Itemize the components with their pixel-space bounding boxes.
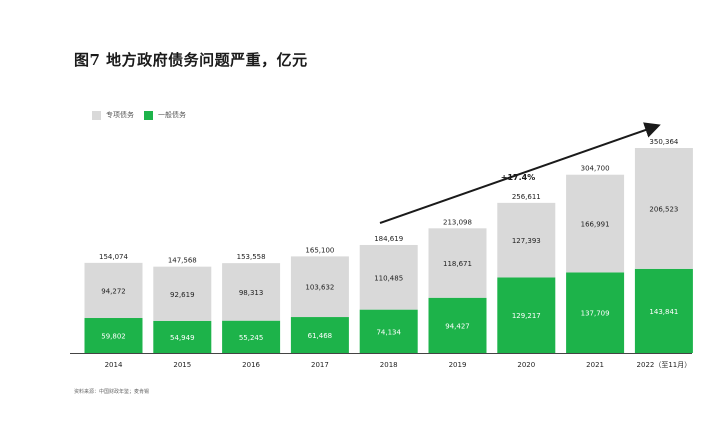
legend: 专项债务 一般债务	[92, 110, 196, 120]
label-total-4: 184,619	[374, 235, 403, 243]
label-total-6: 256,611	[512, 193, 541, 201]
label-special-2: 98,313	[239, 289, 264, 297]
label-general-5: 94,427	[445, 322, 470, 330]
label-total-8: 350,364	[649, 138, 678, 146]
bar-general-6	[497, 277, 556, 353]
bar-special-2	[222, 263, 281, 321]
bar-special-1	[153, 266, 212, 321]
label-total-0: 154,074	[99, 253, 128, 261]
label-general-2: 55,245	[239, 334, 264, 342]
legend-swatch-general	[144, 110, 153, 120]
label-special-4: 110,485	[374, 274, 403, 282]
label-general-1: 54,949	[170, 334, 195, 342]
bar-general-5	[428, 297, 487, 353]
label-special-6: 127,393	[512, 237, 541, 245]
x-tick-label-1: 2015	[173, 361, 191, 369]
bar-general-2	[222, 320, 281, 353]
label-total-1: 147,568	[168, 257, 197, 265]
label-general-0: 59,802	[101, 333, 126, 341]
label-general-8: 143,841	[649, 308, 678, 316]
source-note: 资料来源：中国财政年鉴；麦肯锡	[74, 389, 150, 395]
x-tick-label-8: 2022（至11月）	[637, 361, 692, 369]
legend-item-special: 专项债务	[92, 110, 134, 120]
x-tick-label-6: 2020	[517, 361, 535, 369]
trend-arrow	[379, 122, 661, 224]
bar-special-4	[359, 244, 418, 310]
label-total-5: 213,098	[443, 218, 472, 226]
bar-general-3	[290, 317, 349, 353]
label-special-0: 94,272	[101, 287, 126, 295]
bar-special-7	[566, 174, 625, 273]
label-special-5: 118,671	[443, 260, 472, 268]
label-general-3: 61,468	[308, 332, 333, 340]
bar-special-5	[428, 228, 487, 298]
legend-item-general: 一般债务	[144, 110, 186, 120]
bar-general-7	[566, 272, 625, 353]
bar-general-0	[84, 318, 143, 353]
label-general-4: 74,134	[376, 328, 401, 336]
label-general-6: 129,217	[512, 312, 541, 320]
growth-annotation: +17.4%	[501, 173, 535, 182]
bar-special-0	[84, 262, 143, 319]
label-special-8: 206,523	[649, 205, 678, 213]
label-special-7: 166,991	[581, 221, 610, 229]
legend-swatch-special	[92, 110, 101, 120]
x-tick-label-2: 2016	[242, 361, 260, 369]
x-tick-label-0: 2014	[105, 361, 123, 369]
label-total-3: 165,100	[305, 246, 334, 254]
legend-label-special: 专项债务	[106, 111, 134, 119]
bar-special-8	[634, 148, 693, 269]
label-total-7: 304,700	[581, 165, 610, 173]
x-tick-label-5: 2019	[449, 361, 467, 369]
x-tick-label-3: 2017	[311, 361, 329, 369]
label-total-2: 153,558	[237, 253, 266, 261]
label-general-7: 137,709	[581, 310, 610, 318]
bar-general-8	[634, 268, 693, 353]
x-tick-label-4: 2018	[380, 361, 398, 369]
label-special-1: 92,619	[170, 291, 195, 299]
bar-general-1	[153, 320, 212, 353]
bar-special-3	[290, 256, 349, 318]
chart-title: 图7 地方政府债务问题严重，亿元	[74, 51, 308, 69]
legend-label-general: 一般债务	[158, 111, 186, 119]
bar-general-4	[359, 309, 418, 353]
x-tick-label-7: 2021	[586, 361, 604, 369]
label-special-3: 103,632	[305, 284, 334, 292]
bar-special-6	[497, 202, 556, 278]
